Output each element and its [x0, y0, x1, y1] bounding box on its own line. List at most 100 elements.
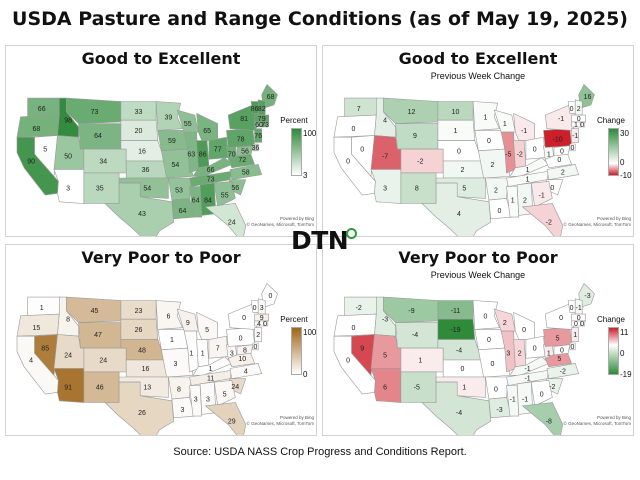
legend-min: 3: [303, 171, 308, 180]
state-value-nm: 8: [415, 186, 419, 193]
legend-title: Change: [596, 315, 626, 324]
state-value-la: 64: [179, 208, 187, 215]
panel-title: Good to Excellent: [81, 49, 241, 68]
state-value-sd: 26: [135, 327, 143, 334]
legend-min: 0: [303, 370, 308, 379]
state-value-or: 15: [33, 325, 41, 332]
state-value-mt: 45: [91, 308, 99, 315]
state-nv: [351, 135, 375, 178]
state-value-il: 63: [187, 152, 195, 159]
map-attribution: Powered by Bing © GeoNames, Microsoft, T…: [551, 216, 632, 228]
state-nc: [546, 363, 580, 380]
panel-very-poor-to-poor-change: Very Poor to Poor Previous Week Change -…: [322, 244, 634, 436]
state-value-co: 24: [99, 358, 107, 365]
state-value-ga: 55: [221, 193, 229, 200]
state-value-va: 5: [557, 356, 561, 363]
state-mt: [382, 296, 439, 323]
state-me: [578, 283, 595, 308]
state-value-or: 0: [351, 126, 355, 133]
state-il: [183, 330, 199, 373]
legend-color-bar: [291, 128, 302, 176]
state-nc: [546, 164, 580, 181]
state-tx: [104, 381, 175, 435]
green-circle-dot-icon: [346, 228, 357, 239]
state-value-ri: 73: [261, 122, 269, 129]
state-ma: [254, 114, 270, 123]
legend-color-bar: [608, 128, 619, 176]
state-nj: [571, 327, 579, 342]
state-mn: [472, 101, 500, 131]
state-fl: [204, 203, 247, 236]
state-value-de: 0: [571, 344, 575, 351]
map-attribution: Powered by Bing © GeoNames, Microsoft, T…: [551, 415, 632, 427]
state-value-ar: 2: [494, 187, 498, 194]
state-de: [569, 143, 576, 152]
state-value-wv: 1: [547, 152, 551, 159]
attribution-line: Powered by Bing: [279, 415, 314, 420]
state-value-ma: 9: [260, 315, 264, 322]
state-value-il: 3: [506, 351, 510, 358]
state-de: [252, 143, 259, 152]
state-value-sd: -19: [450, 327, 460, 334]
state-nv: [34, 135, 58, 178]
state-value-wv: 1: [547, 351, 551, 358]
state-value-mi: 5: [205, 327, 209, 334]
state-value-nh: 3: [260, 305, 264, 312]
state-value-ar: 8: [177, 386, 181, 393]
state-value-ok: 1: [462, 385, 466, 392]
state-value-al: -1: [522, 397, 528, 404]
dtn-logo: DTN: [291, 226, 349, 255]
state-value-sc: 24: [231, 384, 239, 391]
state-value-az: 6: [383, 385, 387, 392]
state-value-oh: 0: [533, 346, 537, 353]
state-value-vt: 86: [251, 106, 259, 113]
state-value-mi: 65: [203, 128, 211, 135]
state-value-nm: 35: [96, 186, 104, 193]
state-value-id: 98: [64, 118, 72, 125]
state-value-ga: 0: [540, 392, 544, 399]
state-value-sc: -2: [549, 384, 555, 391]
legend-color-bar: [608, 327, 619, 375]
panel-title: Very Poor to Poor: [398, 248, 558, 267]
state-value-ar: 0: [494, 386, 498, 393]
state-value-nd: -11: [451, 308, 461, 315]
panel-good-to-excellent-change: Good to Excellent Previous Week Change 7…: [322, 45, 634, 237]
legend-max: 100: [303, 129, 317, 138]
state-value-de: 36: [252, 145, 260, 152]
state-ga: [213, 181, 236, 208]
state-me: [261, 84, 278, 109]
state-value-nv: 85: [41, 346, 49, 353]
state-value-ca: 0: [346, 358, 350, 365]
state-value-mi: -1: [521, 128, 527, 135]
us-choropleth-map: -2009-3-9-4561-5-11-19-401-40000-323-102…: [333, 283, 595, 435]
state-ga: [213, 380, 236, 407]
state-nj: [571, 128, 579, 143]
attribution-line: © GeoNames, Microsoft, TomTom: [246, 421, 315, 426]
state-value-mo: 0: [490, 361, 494, 368]
state-value-ct: 1: [574, 122, 578, 129]
state-value-ma: 0: [577, 116, 581, 123]
state-value-mo: 3: [173, 361, 177, 368]
state-value-ny: 81: [240, 116, 248, 123]
state-value-ut: 5: [383, 352, 387, 359]
state-value-ny: 0: [242, 315, 246, 322]
state-value-ky: 66: [207, 167, 215, 174]
state-value-oh: 0: [533, 147, 537, 154]
legend-max: 11: [620, 328, 629, 337]
state-value-ok: 13: [143, 385, 151, 392]
source-note: Source: USDA NASS Crop Progress and Cond…: [173, 446, 467, 458]
state-nv: [34, 334, 58, 377]
state-value-nv: 5: [43, 147, 47, 154]
state-value-wa: 1: [40, 305, 44, 312]
state-value-ca: 90: [27, 159, 35, 166]
state-value-ga: 5: [223, 392, 227, 399]
state-value-nh: 82: [258, 106, 266, 113]
state-value-co: 34: [99, 159, 107, 166]
state-value-ks: 16: [142, 366, 150, 373]
state-value-wa: 66: [38, 106, 46, 113]
state-value-ut: 24: [64, 352, 72, 359]
state-value-co: 1: [418, 358, 422, 365]
legend-title: Percent: [280, 116, 308, 125]
us-choropleth-map: 1154858454724912446232648161326613839135…: [16, 283, 278, 435]
state-value-wv: 70: [228, 152, 236, 159]
